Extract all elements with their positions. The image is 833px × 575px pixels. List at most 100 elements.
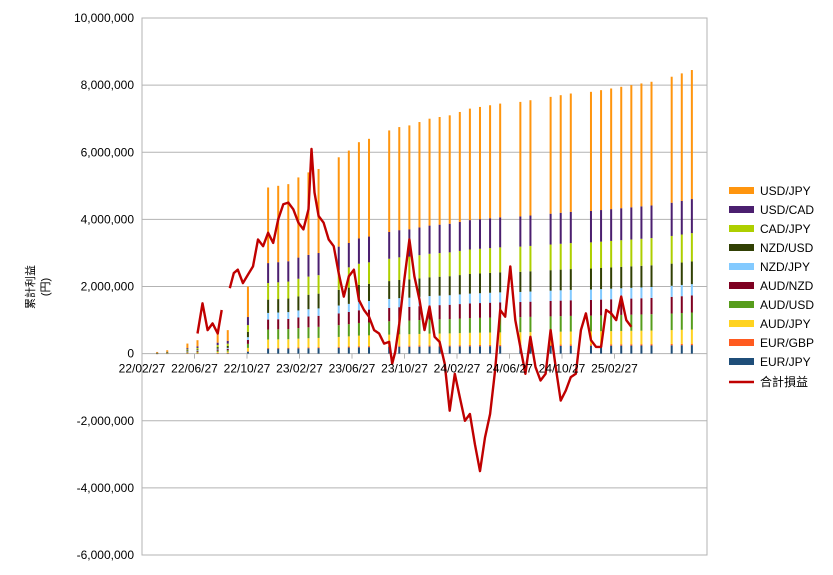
bar-segment: [640, 314, 643, 331]
bar-segment: [670, 330, 673, 344]
bar-segment: [620, 344, 623, 346]
bar-segment: [458, 221, 461, 251]
legend-label: EUR/GBP: [760, 336, 814, 350]
bar-segment: [559, 243, 562, 270]
bar-segment: [569, 331, 572, 345]
bar-segment: [186, 343, 189, 349]
legend-label: AUD/USD: [760, 298, 814, 312]
bar-segment: [610, 209, 613, 241]
bar-segment: [478, 273, 481, 294]
bar-segment: [690, 295, 693, 313]
bar-segment: [529, 291, 532, 302]
x-tick-label: 23/10/27: [381, 362, 428, 376]
bar-segment: [620, 298, 623, 315]
bar-segment: [418, 320, 421, 334]
bar-segment: [388, 334, 391, 346]
bar-segment: [448, 304, 451, 320]
bar-segment: [559, 95, 562, 213]
bar-segment: [277, 339, 280, 348]
bar-segment: [226, 345, 229, 348]
legend-label: AUD/NZD: [760, 279, 814, 293]
bar-segment: [489, 105, 492, 219]
bar-segment: [388, 281, 391, 299]
line-total-profit: [196, 147, 633, 473]
bar-segment: [317, 337, 320, 348]
bar-segment: [368, 138, 371, 237]
bar-segment: [529, 100, 532, 216]
bar-segment: [196, 352, 199, 354]
bar-segment: [357, 238, 360, 264]
bar-segment: [337, 313, 340, 326]
bar-segment: [610, 345, 613, 354]
bar-segment: [186, 353, 189, 354]
bar-segment: [670, 296, 673, 314]
bar-segment: [690, 312, 693, 330]
bar-segment: [398, 279, 401, 299]
bar-segment: [337, 325, 340, 337]
bar-segment: [690, 329, 693, 344]
bar-segment: [600, 345, 603, 354]
y-tick-label: 0: [127, 347, 134, 361]
legend-swatch: [729, 301, 754, 308]
bar-segment: [418, 122, 421, 228]
bar-segment: [156, 351, 159, 353]
bar-segment: [347, 346, 350, 348]
bar-segment: [610, 315, 613, 332]
bar-segment: [317, 347, 320, 349]
bar-segment: [196, 349, 199, 351]
bar-segment: [246, 343, 249, 348]
bar-segment: [368, 300, 371, 310]
bar-segment: [428, 345, 431, 347]
bar-segment: [569, 93, 572, 212]
bar-segment: [277, 262, 280, 283]
bar-segment: [610, 88, 613, 210]
bar-segment: [408, 125, 411, 230]
bar-segment: [529, 245, 532, 272]
bar-segment: [458, 318, 461, 334]
bar-segment: [478, 219, 481, 249]
legend-swatch: [729, 320, 754, 327]
bar-segment: [398, 334, 401, 346]
bar-segment: [569, 269, 572, 290]
bar-segment: [388, 258, 391, 282]
bar-segment: [640, 344, 643, 346]
bar-segment: [589, 91, 592, 211]
bar-segment: [610, 267, 613, 289]
bar-segment: [519, 216, 522, 247]
bar-segment: [448, 276, 451, 296]
bar-segment: [559, 269, 562, 291]
bar-segment: [277, 282, 280, 300]
bar-segment: [317, 308, 320, 316]
bar-segment: [418, 255, 421, 279]
bar-segment: [307, 338, 310, 348]
bar-segment: [690, 199, 693, 234]
bar-segment: [388, 321, 391, 335]
bar-segment: [267, 329, 270, 340]
bar-segment: [519, 271, 522, 292]
bar-segment: [680, 312, 683, 330]
bar-segment: [448, 115, 451, 224]
bar-segment: [398, 298, 401, 308]
bar-segment: [307, 309, 310, 317]
bar-segment: [408, 334, 411, 346]
bar-segment: [529, 271, 532, 292]
bar-segment: [357, 335, 360, 347]
bar-segment: [680, 234, 683, 263]
bar-segment: [216, 351, 219, 353]
bar-segment: [670, 285, 673, 297]
bar-segment: [398, 230, 401, 258]
bar-segment: [499, 103, 502, 218]
bar-segment: [357, 301, 360, 311]
bar-segment: [458, 333, 461, 346]
bar-segment: [357, 263, 360, 285]
bar-segment: [277, 312, 280, 320]
bar-segment: [549, 213, 552, 245]
bar-segment: [569, 243, 572, 270]
bar-segment: [368, 346, 371, 348]
bar-segment: [226, 340, 229, 344]
bar-segment: [368, 347, 371, 354]
x-tick-label: 22/02/27: [119, 362, 166, 376]
bar-segment: [630, 330, 633, 345]
bar-segment: [489, 272, 492, 293]
bar-segment: [458, 294, 461, 305]
